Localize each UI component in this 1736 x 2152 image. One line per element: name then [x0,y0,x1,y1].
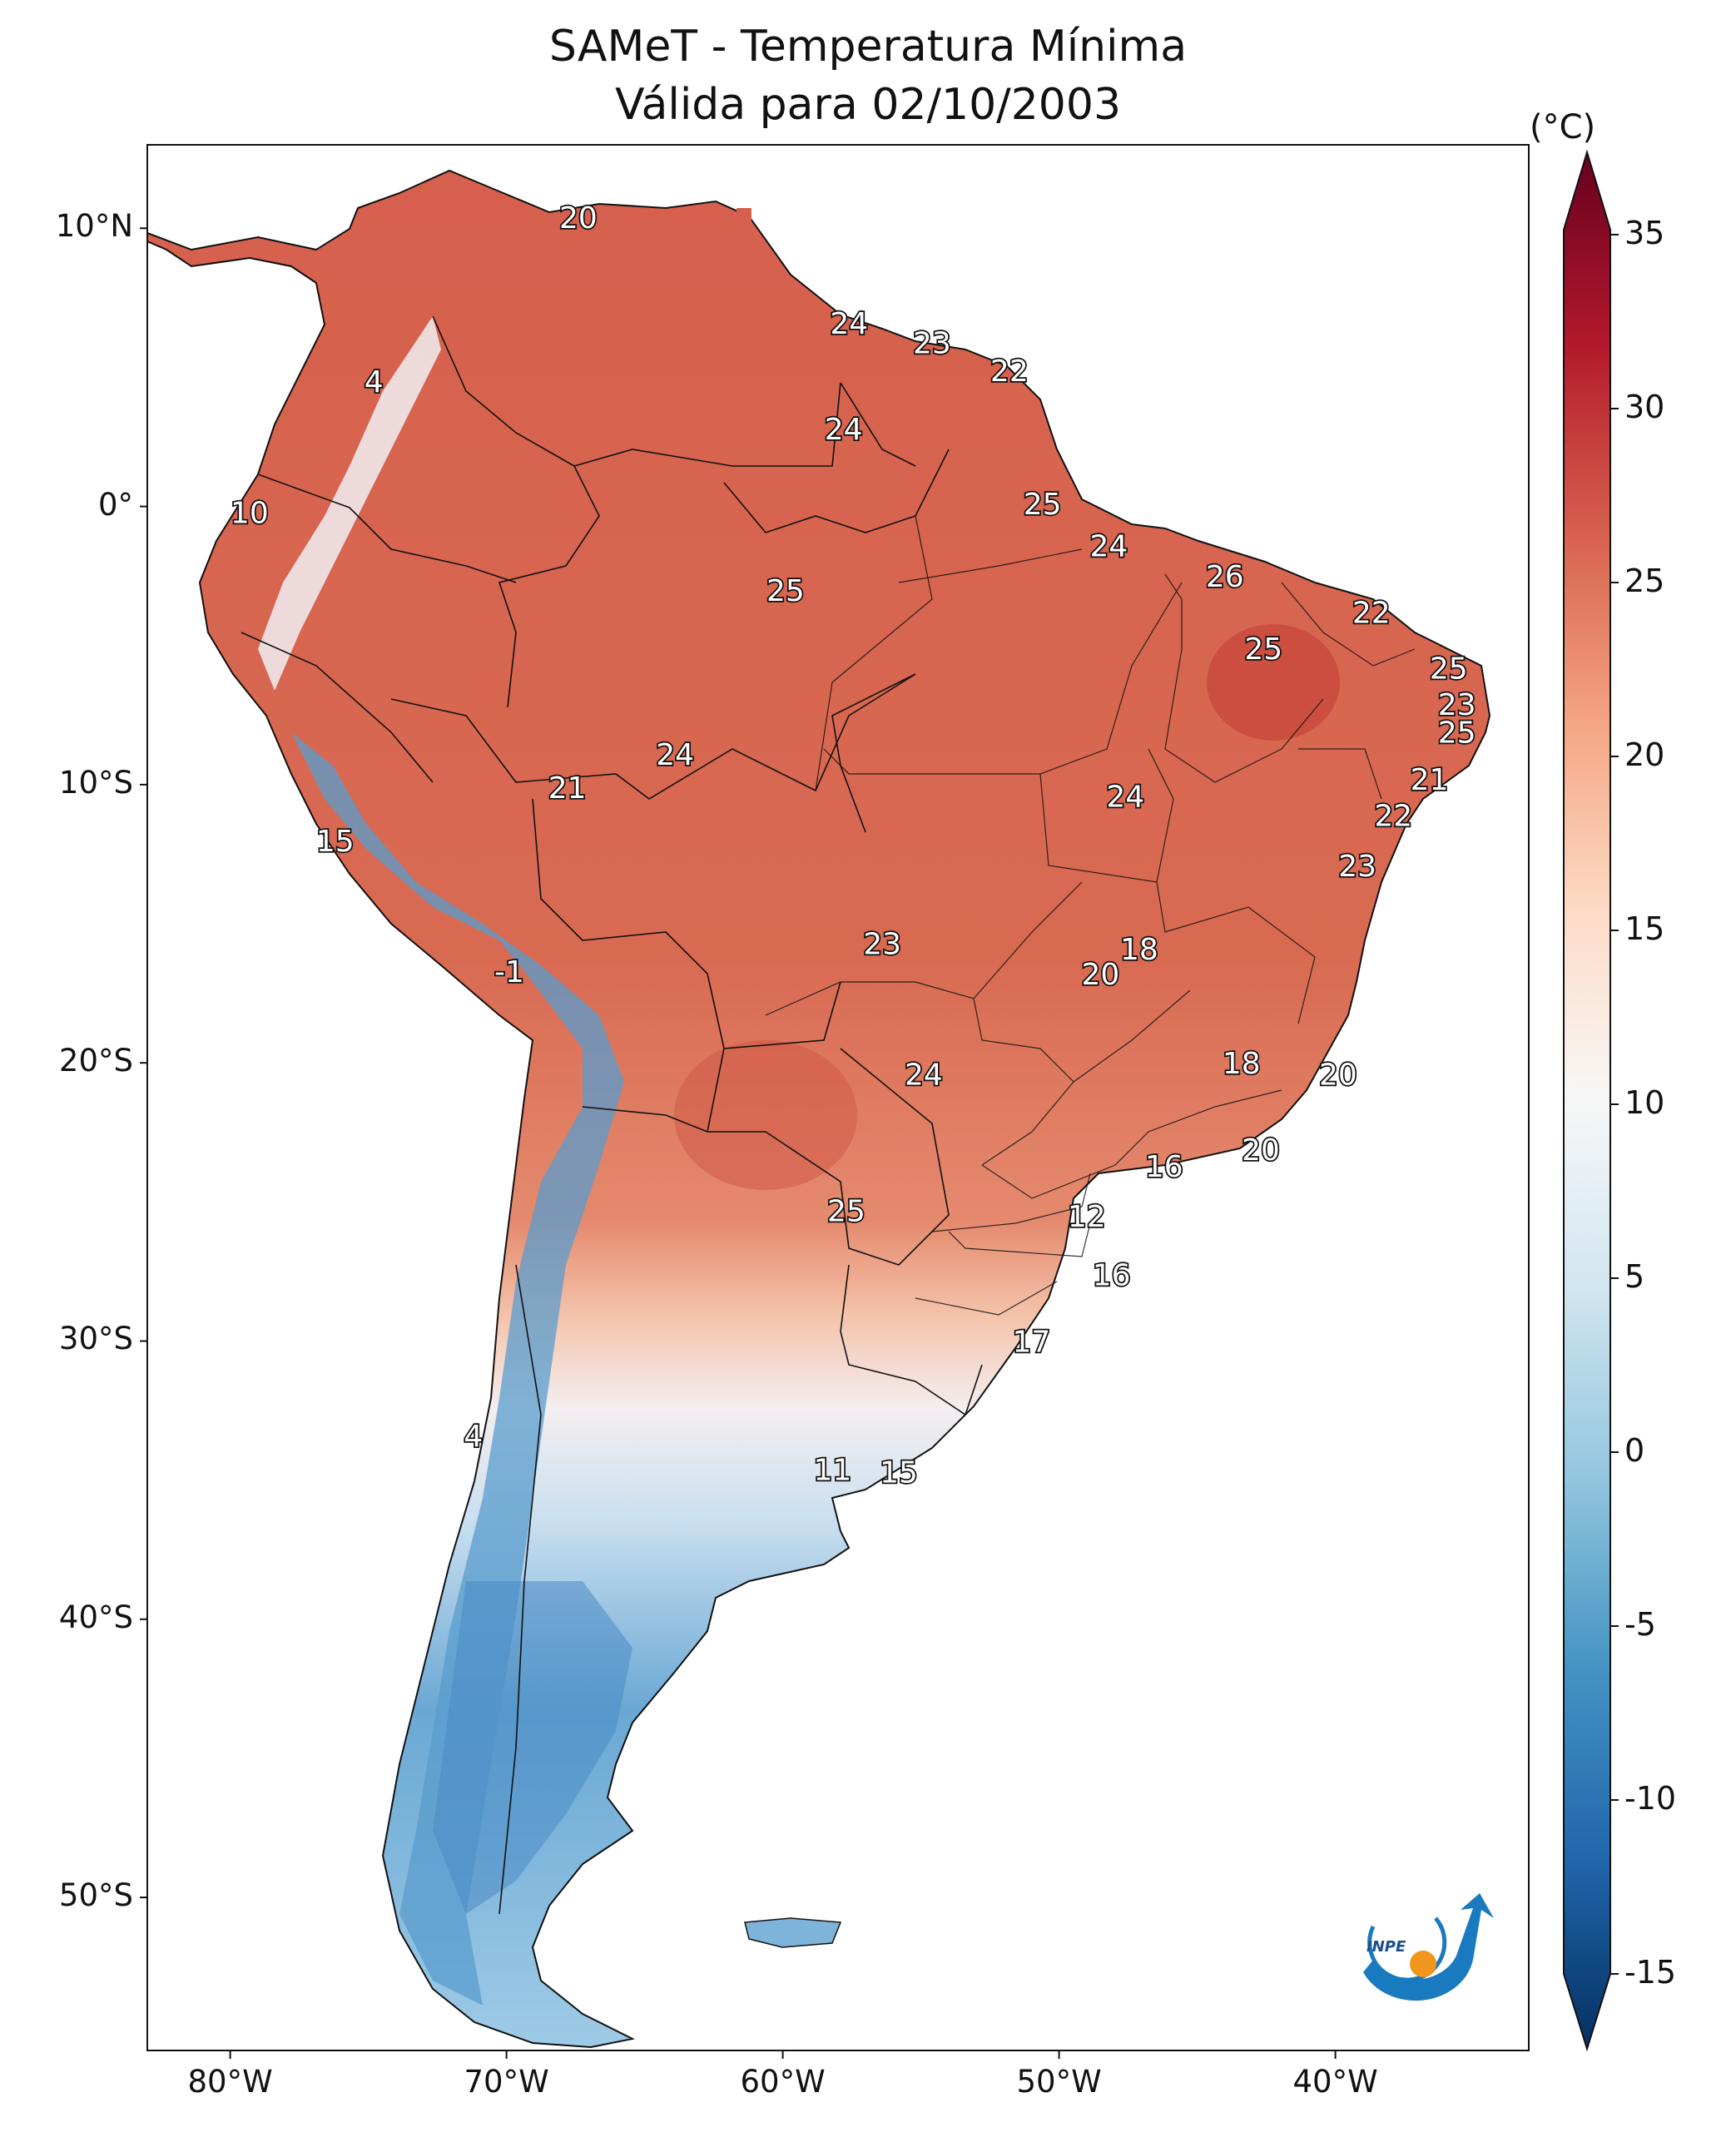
station-value-label: -1 [494,955,524,989]
longitude-label: 80°W [187,2064,273,2100]
latitude-label: 10°S [58,764,133,801]
map-title: SAMeT - Temperatura Mínima [548,22,1188,72]
longitude-label: 70°W [464,2064,549,2100]
latitude-label: 30°S [58,1321,133,1357]
station-value-label: 12 [1068,1200,1106,1234]
latitude-label: 10°N [55,208,133,245]
station-value-label: 21 [548,771,587,806]
station-value-label: 23 [1438,688,1476,722]
latitude-label: 50°S [58,1877,133,1914]
longitude-label: 40°W [1292,2064,1378,2100]
colorbar-tick-label: 25 [1624,563,1665,599]
station-value-label: 18 [1223,1047,1261,1081]
station-value-label: 10 [231,496,269,530]
country-borders [241,315,983,1915]
latitude-label: 20°S [58,1043,133,1079]
colorbar-tick-label: -5 [1624,1606,1656,1643]
station-value-label: 22 [1352,597,1391,631]
station-value-label: 4 [365,365,384,399]
colorbar-tick-label: 0 [1624,1432,1645,1469]
station-value-label: 11 [813,1453,851,1487]
station-value-label: 22 [1374,800,1412,834]
station-value-label: 23 [863,927,901,961]
station-value-label: 21 [1411,763,1449,797]
colorbar-tick-label: 30 [1624,389,1665,425]
station-value-label: 25 [1430,652,1468,686]
longitude-label: 50°W [1016,2064,1102,2100]
latitude-label: 40°S [58,1599,133,1635]
state-borders [765,515,1416,1316]
paraguay-warm-core [674,1040,857,1190]
station-value-label: 24 [830,307,868,341]
colorbar-tick-label: 15 [1624,910,1665,947]
station-value-label: 15 [880,1456,918,1490]
station-value-label: 24 [656,738,694,772]
station-value-label: 17 [1012,1325,1050,1359]
station-value-label: 24 [1089,529,1128,563]
colorbar-ticks [1610,234,1619,1975]
station-value-label: 25 [1438,716,1476,750]
station-value-label: 24 [1106,780,1144,814]
colorbar-tick-label: -15 [1624,1954,1677,1991]
colorbar-unit-label: (°C) [1530,108,1596,146]
station-value-label: 23 [1338,850,1376,884]
latitude-label: 0° [97,486,133,523]
inpe-logo: INPE [1363,1893,1494,2001]
patagonia-cold [433,1581,632,1914]
colorbar-tick-label: 10 [1624,1084,1665,1121]
longitude-label: 60°W [740,2064,826,2100]
axis-ticks [140,227,1337,2059]
station-value-label: 16 [1145,1150,1183,1184]
map-frame [146,144,1530,2051]
colorbar-tick-label: -10 [1624,1780,1677,1817]
colombia-andes-cold [258,316,441,691]
map-subtitle: Válida para 02/10/2003 [614,80,1122,130]
station-value-label: 25 [766,574,805,608]
station-value-label: 26 [1206,560,1244,594]
station-value-label: 15 [316,825,355,859]
colorbar-tick-label: 35 [1624,215,1665,251]
colorbar-tick-label: 5 [1624,1258,1645,1295]
colorbar-tick-label: 20 [1624,736,1665,773]
station-value-label: 18 [1120,933,1158,967]
colorbar [1563,149,1611,2052]
station-value-label: 20 [1319,1059,1357,1093]
station-value-label: 20 [1242,1133,1280,1168]
station-value-label: 25 [1244,632,1282,667]
station-value-label: 20 [559,201,598,236]
trinidad-island [737,208,751,226]
station-value-label: 16 [1093,1258,1131,1292]
inpe-logo-text: INPE [1366,1938,1406,1956]
northeast-warm-core [1207,624,1340,741]
station-value-label: 23 [913,326,951,360]
station-value-label: 24 [825,413,863,447]
station-value-label: 22 [990,355,1029,389]
station-value-label: 25 [827,1194,866,1228]
station-value-label: 25 [1024,488,1062,522]
falkland-islands [744,1917,842,1948]
station-value-label: 24 [905,1059,943,1093]
station-value-label: 4 [464,1420,483,1454]
station-value-label: 20 [1081,958,1119,992]
